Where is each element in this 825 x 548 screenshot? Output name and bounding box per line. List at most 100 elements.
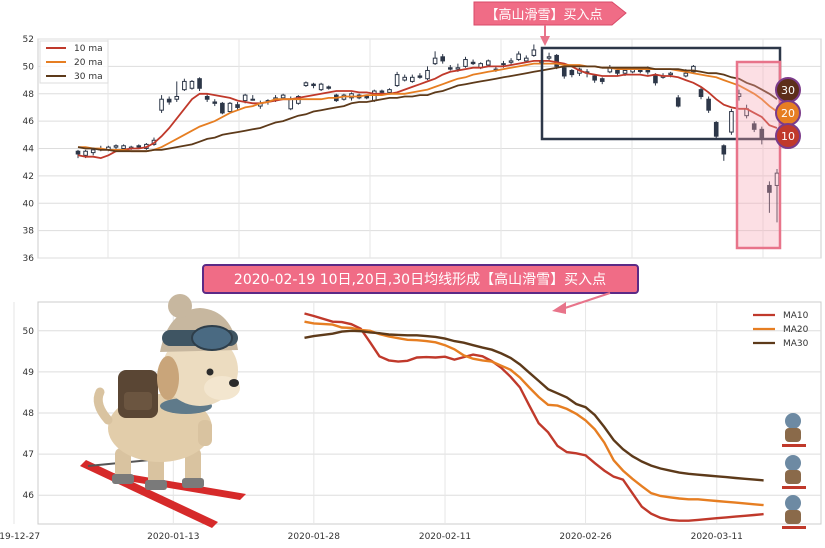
- candle-body: [668, 72, 673, 76]
- candle: [729, 108, 734, 135]
- candle: [326, 85, 332, 90]
- candle-body: [546, 56, 552, 59]
- dog-boot-1: [112, 474, 134, 484]
- candle: [75, 149, 81, 159]
- candle: [440, 54, 445, 64]
- bottom-x-tick-label: 2020-01-13: [147, 532, 199, 542]
- candle-body: [455, 67, 461, 70]
- svg-text:10: 10: [781, 130, 795, 143]
- dog-leg-1: [115, 448, 131, 480]
- candle: [759, 126, 765, 145]
- candle-body: [622, 69, 628, 74]
- svg-text:30: 30: [781, 84, 795, 97]
- candle-body: [220, 102, 225, 114]
- candle-body: [592, 75, 597, 81]
- candle-body: [212, 101, 218, 104]
- dog-backpack-pocket: [124, 392, 152, 410]
- candle: [174, 81, 180, 102]
- bottom-series-MA20: [304, 320, 764, 507]
- candle-body: [318, 83, 324, 91]
- dog-hat-pompom: [168, 294, 192, 318]
- candle-body: [326, 86, 332, 89]
- top-legend-label-20ma: 20 ma: [74, 58, 103, 68]
- candle-body: [402, 76, 408, 81]
- candle-body: [432, 57, 438, 65]
- candle-body: [561, 67, 567, 77]
- candle-body: [410, 76, 415, 82]
- candle: [417, 73, 423, 79]
- top-y-tick-label: 44: [23, 145, 35, 155]
- candle: [318, 82, 324, 92]
- candle-body: [197, 78, 202, 89]
- candle-body: [675, 97, 681, 107]
- top-y-tick-label: 42: [23, 172, 34, 182]
- ski-right: [110, 472, 246, 500]
- candle: [425, 66, 430, 81]
- top-y-tick-label: 38: [23, 227, 35, 237]
- candle-body: [250, 98, 256, 101]
- candle: [159, 95, 164, 113]
- top-y-tick-label: 36: [23, 254, 35, 264]
- bottom-y-tick-label: 50: [23, 327, 35, 337]
- candle-body: [364, 95, 370, 99]
- dog-boot-2: [145, 480, 167, 490]
- bottom-y-tick-label: 46: [23, 491, 35, 501]
- dog-nose: [229, 379, 239, 387]
- bottom-series-MA30: [304, 329, 764, 482]
- candle: [767, 181, 772, 213]
- candle: [311, 82, 316, 89]
- candle-body: [751, 123, 757, 130]
- candle: [751, 121, 757, 133]
- candle-body: [698, 89, 704, 97]
- candle: [470, 59, 476, 66]
- bottom-y-tick-label: 48: [23, 409, 35, 419]
- candle: [523, 55, 529, 63]
- candle-body: [508, 60, 514, 63]
- subtitle-banner: 2020-02-19 10日,20日,30日均线形成【高山滑雪】买入点: [202, 264, 639, 314]
- candle-body: [440, 56, 445, 62]
- top-panel: 36 38 40 42 44 46 48 50 52 30 20 10 10 ma 20 ma …: [23, 35, 822, 264]
- candle: [592, 74, 597, 83]
- candle-body: [691, 65, 696, 73]
- mini-skier-3: [782, 495, 806, 529]
- candle-body: [485, 60, 491, 66]
- bottom-x-tick-label: 2020-02-11: [419, 532, 471, 542]
- mini-skier-1: [782, 413, 806, 447]
- candle-body: [637, 69, 643, 72]
- skiing-dog-illustration: [80, 294, 246, 528]
- candle: [410, 74, 415, 83]
- candle: [166, 96, 172, 105]
- candle: [197, 77, 202, 92]
- candle-body: [204, 95, 210, 100]
- candle-body: [729, 111, 734, 133]
- candle-body: [394, 74, 400, 87]
- candle: [250, 95, 256, 101]
- candle: [546, 52, 552, 61]
- candle: [235, 101, 240, 111]
- candle: [227, 101, 233, 113]
- subtitle-pointer-line: [561, 292, 611, 310]
- candle: [303, 81, 309, 87]
- candle-body: [182, 80, 187, 91]
- candle-body: [75, 150, 81, 155]
- candle-body: [136, 145, 142, 148]
- bottom-ma-lines: [304, 312, 764, 522]
- candle-body: [447, 67, 453, 70]
- dog-eye: [206, 368, 214, 376]
- candle: [485, 59, 491, 67]
- candle-body: [166, 98, 172, 103]
- top-y-tick-label: 52: [23, 35, 34, 45]
- candle: [721, 144, 727, 161]
- candle: [182, 78, 187, 92]
- candle-body: [425, 69, 430, 80]
- top-y-tick-label: 48: [23, 90, 35, 100]
- candle-body: [387, 89, 392, 93]
- subtitle-banner-text: 2020-02-19 10日,20日,30日均线形成【高山滑雪】买入点: [234, 271, 606, 288]
- top-legend: 10 ma 20 ma 30 ma: [39, 40, 109, 84]
- candle-body: [463, 59, 468, 67]
- dog-goggle-lens: [191, 325, 233, 351]
- mini-skier-2: [782, 455, 806, 489]
- subtitle-pointer-arrowhead: [552, 302, 566, 314]
- candle: [432, 51, 438, 66]
- candle-body: [759, 128, 765, 139]
